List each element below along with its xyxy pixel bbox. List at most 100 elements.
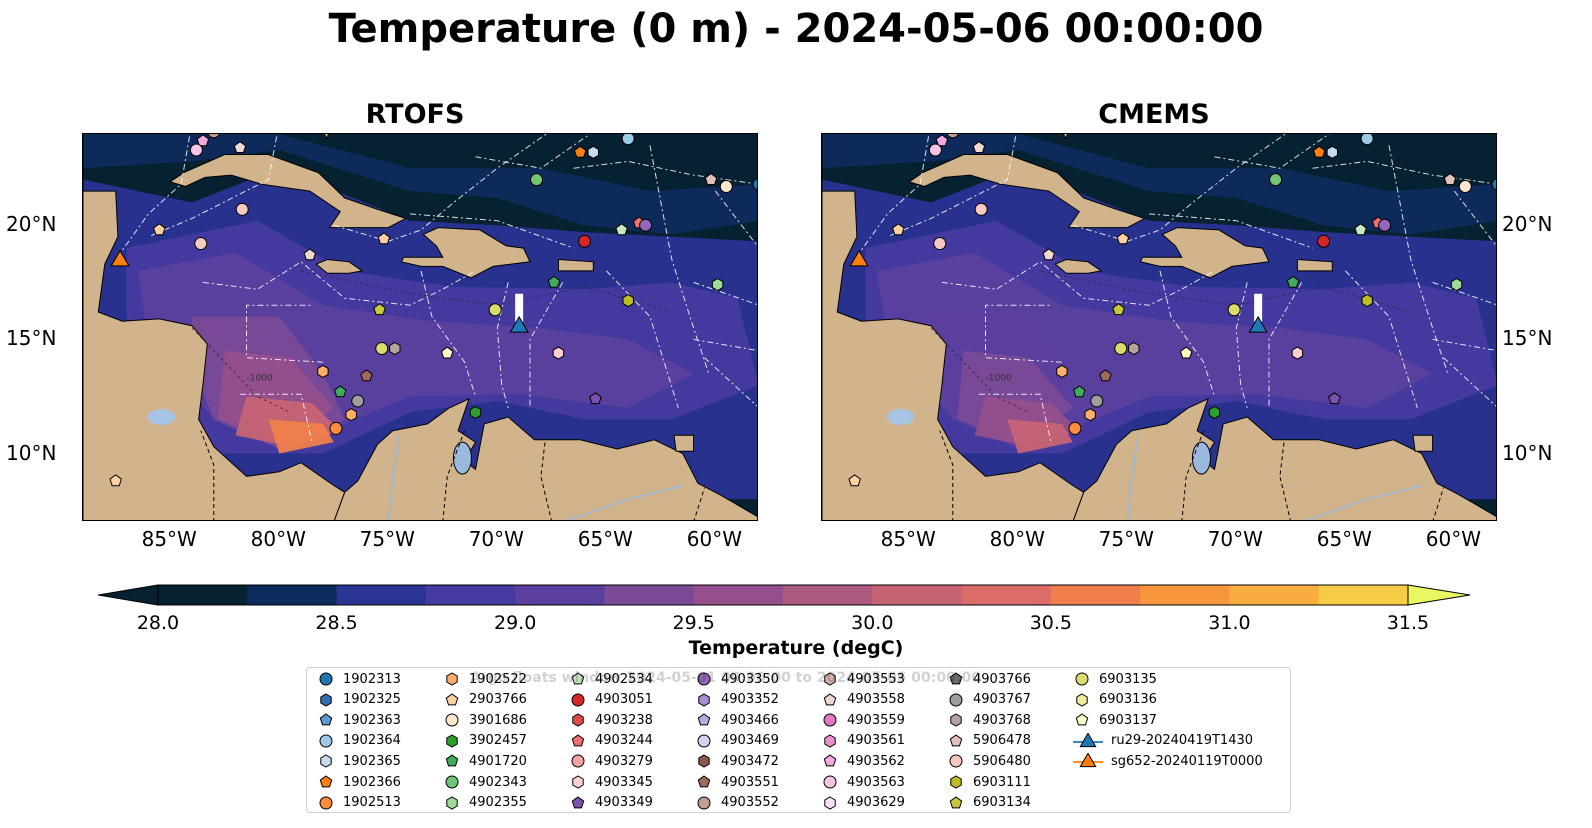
legend-marker-6903136: [1076, 693, 1088, 707]
legend-item: 4903352: [695, 690, 779, 710]
lon-tick-label: 80°W: [989, 527, 1045, 551]
legend-item: 6903134: [947, 793, 1031, 813]
legend-label: 4903563: [847, 774, 905, 790]
lon-tick-label: 85°W: [141, 527, 197, 551]
float-marker-4903051: [1317, 234, 1331, 248]
lon-tick-label: 80°W: [250, 527, 306, 551]
legend-marker-6903137: [1075, 713, 1089, 726]
colorbar-tick-label: 30.0: [851, 612, 894, 634]
legend-item: 4903350: [695, 669, 779, 689]
float-marker-6903137: [440, 346, 454, 359]
legend-label: 4903349: [595, 795, 653, 811]
legend-label: 1902522: [469, 671, 527, 687]
legend-item: 4903472: [695, 751, 779, 771]
legend-label: 4902534: [595, 671, 653, 687]
float-marker-6903135: [488, 303, 502, 317]
float-marker-4903349: [1328, 392, 1341, 405]
float-marker-4903562: [196, 134, 210, 147]
legend-label: 4903352: [721, 692, 779, 708]
legend-item: 1902363: [317, 710, 401, 730]
legend-marker-4903553: [824, 672, 836, 686]
legend-marker-4903350: [697, 672, 711, 686]
legend-marker-4903349: [571, 795, 585, 808]
float-marker-4902355: [711, 278, 724, 292]
legend-marker-4903767: [949, 693, 963, 707]
float-marker-4903350: [639, 218, 653, 232]
legend-marker-4903279: [571, 754, 585, 768]
float-marker-4903768: [1128, 341, 1140, 356]
float-marker-4901720: [1286, 275, 1300, 288]
legend-item: 4903563: [821, 772, 905, 792]
float-marker-4902534: [615, 223, 628, 236]
colorbar-band: [604, 585, 695, 605]
legend-item: 4903768: [947, 710, 1031, 730]
float-marker-1902366: [1312, 145, 1326, 158]
legend-marker-1902513: [319, 796, 333, 810]
legend-marker-6903135: [1075, 672, 1089, 686]
map-panel-rtofs[interactable]: -1000: [82, 133, 758, 521]
legend-label: 5906478: [973, 733, 1031, 749]
legend-item: 1902522: [443, 669, 527, 689]
legend-item: 6903135: [1073, 669, 1157, 689]
legend-item: 6903136: [1073, 690, 1157, 710]
legend-label: 4902343: [469, 774, 527, 790]
colorbar-tick-label: 30.5: [1029, 612, 1072, 634]
legend-item: 1902364: [317, 731, 401, 751]
colorbar-band: [158, 585, 248, 605]
map-panel-cmems[interactable]: -1000: [821, 133, 1497, 521]
float-marker-1902513: [1068, 421, 1082, 435]
legend-marker-4903551: [697, 775, 711, 788]
float-marker-4901720: [1073, 385, 1086, 398]
bathymetry-contour-label: -1000: [247, 373, 273, 383]
lat-tick-label-right: 15°N: [1502, 326, 1553, 351]
legend-item: 4903766: [947, 669, 1031, 689]
legend-marker-4903563: [823, 775, 837, 789]
legend-item: 5906478: [947, 731, 1031, 751]
float-marker-4903767: [1090, 394, 1104, 408]
float-marker-4903552: [946, 134, 959, 139]
float-marker-2903766: [153, 223, 166, 236]
float-marker-6903111: [622, 294, 634, 308]
float-marker-4902534: [1354, 223, 1367, 236]
legend-marker-6903111: [950, 775, 962, 789]
float-marker-1902366: [573, 145, 587, 158]
legend-marker-2903766: [445, 692, 459, 705]
legend: 1902313 1902325 1902363 1902364 1902365 19023…: [306, 667, 1291, 813]
colorbar-tick-label: 28.5: [315, 612, 358, 634]
legend-item: 1902513: [317, 793, 401, 813]
panel-title-cmems: CMEMS: [1098, 99, 1210, 130]
legend-item: 1902366: [317, 772, 401, 792]
colorbar-under-arrow: [97, 584, 159, 606]
float-marker-6903134: [1112, 303, 1125, 316]
legend-item: 4903767: [947, 690, 1031, 710]
float-marker-1902364: [621, 134, 635, 146]
colorbar-band: [425, 585, 516, 605]
float-marker-5906478: [1443, 172, 1457, 185]
legend-marker-5906478: [949, 734, 963, 747]
legend-marker-4903345: [572, 775, 584, 789]
legend-label: 6903137: [1099, 712, 1157, 728]
colorbar-over-arrow: [1407, 584, 1471, 606]
glider-marker-sg652-20240119T0000: [110, 249, 130, 267]
float-marker-4901720: [547, 275, 561, 288]
legend-marker-4903552: [697, 796, 711, 810]
legend-marker-4903629: [824, 796, 836, 810]
lon-tick-label: 75°W: [359, 527, 415, 551]
colorbar-band: [872, 585, 963, 605]
lat-tick-label-right: 10°N: [1502, 440, 1553, 465]
legend-item: 4903562: [821, 751, 905, 771]
float-marker-4903552: [207, 134, 220, 139]
legend-item: 4901720: [443, 751, 527, 771]
lon-tick-label: 70°W: [468, 527, 524, 551]
float-marker-5906480: [933, 237, 947, 251]
float-marker-4903350: [1378, 218, 1392, 232]
float-marker-2903766: [109, 474, 122, 487]
glider-marker-ru29-20240419T1430: [1248, 315, 1268, 333]
lon-tick-label: 75°W: [1098, 527, 1154, 551]
legend-item: 4903558: [821, 690, 905, 710]
float-marker-5906480: [235, 202, 249, 216]
colorbar-band: [1318, 585, 1409, 605]
legend-label: sg652-20240119T0000: [1111, 753, 1263, 769]
float-marker-4903562: [935, 134, 949, 147]
float-marker-2903766: [1116, 232, 1130, 245]
